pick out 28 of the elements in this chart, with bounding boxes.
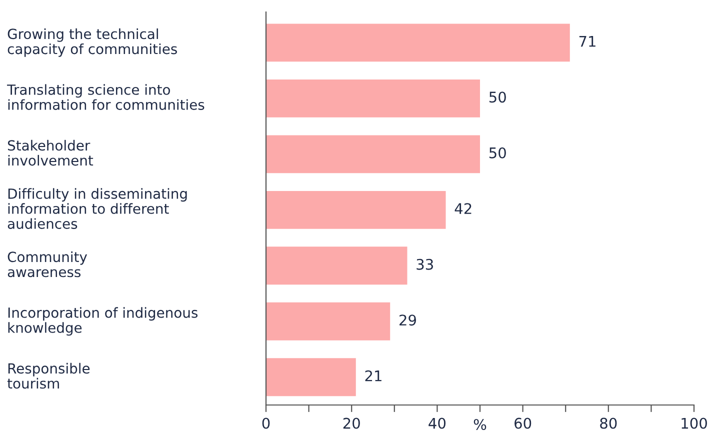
data-label: 33: [416, 258, 433, 270]
x-tick-label: 60: [514, 418, 532, 429]
y-tick-label: Translating science into information for communities: [7, 84, 204, 110]
y-tick-label: Stakeholder involvement: [8, 140, 94, 166]
data-label: 42: [454, 203, 472, 214]
bar: [266, 302, 390, 340]
y-tick-label: Difficulty in disseminating information to different audiences: [8, 188, 187, 229]
bar: [266, 79, 480, 118]
x-axis-title: %: [474, 419, 486, 430]
data-label: 29: [400, 314, 416, 326]
data-label: 21: [365, 370, 382, 382]
y-tick-label: Responsible tourism: [7, 362, 90, 389]
x-tick-label: 20: [343, 418, 360, 429]
bar: [266, 358, 356, 396]
x-tick-label: 0: [262, 418, 270, 429]
y-tick-label: Growing the technical capacity of communities: [8, 28, 177, 57]
y-tick-label: Community awareness: [8, 251, 88, 278]
bar: [266, 190, 446, 229]
x-tick-label: 100: [682, 418, 707, 429]
data-label: 50: [489, 92, 506, 103]
y-tick-label: Incorporation of indigenous knowledge: [8, 307, 198, 336]
data-label: 71: [579, 36, 596, 47]
data-label: 50: [489, 147, 506, 158]
x-tick-label: 80: [600, 418, 617, 429]
x-tick-label: 40: [428, 418, 446, 429]
bar: [266, 24, 570, 62]
bar: [266, 246, 408, 285]
bar: [266, 135, 480, 174]
